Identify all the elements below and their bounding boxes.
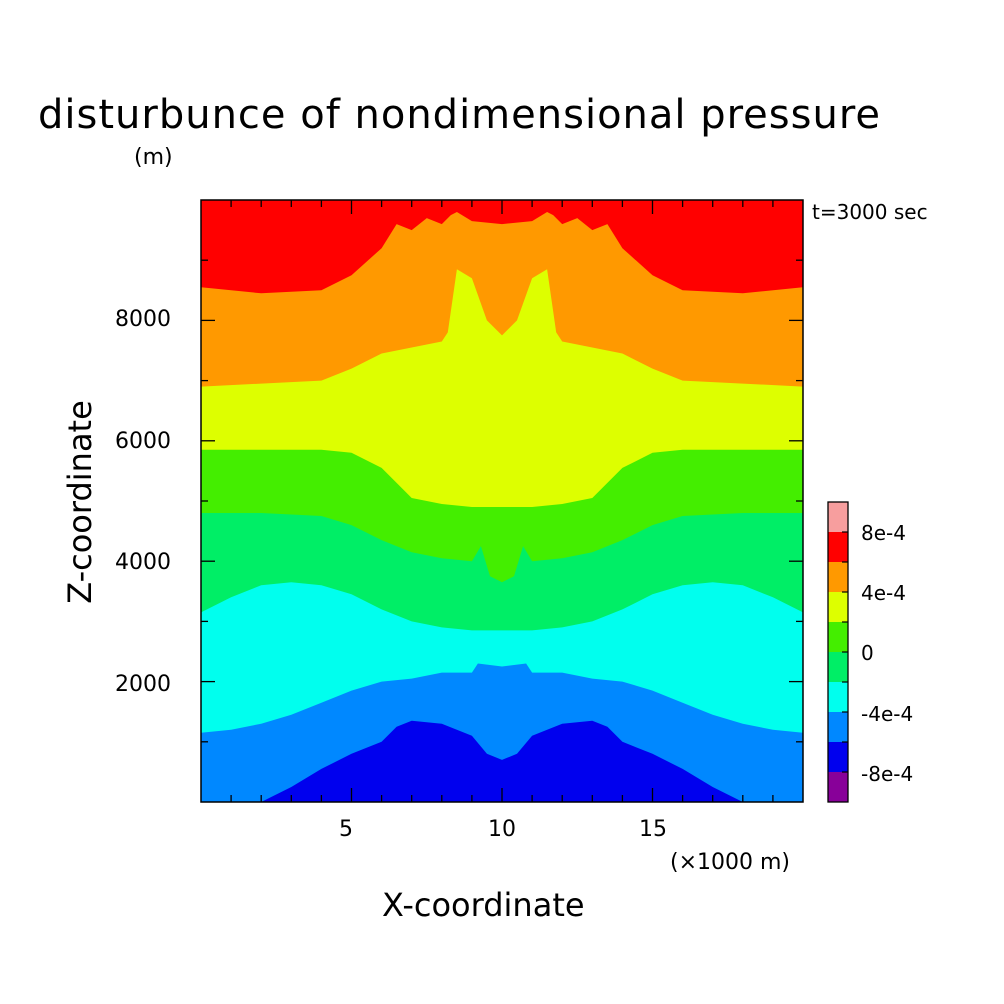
- unit-label: (m): [134, 145, 173, 170]
- colorbar-swatch: [828, 772, 848, 802]
- y-tick-label: 6000: [115, 429, 171, 454]
- colorbar-swatch: [828, 532, 848, 562]
- colorbar-tick-label: 8e-4: [861, 521, 906, 545]
- colorbar-tick-label: -8e-4: [861, 762, 914, 786]
- contour-fills: [201, 200, 803, 802]
- colorbar-swatch: [828, 742, 848, 772]
- colorbar-swatch: [828, 502, 848, 532]
- y-axis-label: Z-coordinate: [61, 400, 99, 604]
- x-tick-label: 5: [339, 817, 353, 842]
- contour-band: [201, 720, 803, 802]
- colorbar-tick-label: 0: [861, 641, 874, 665]
- colorbar-swatch: [828, 682, 848, 712]
- colorbar-tick-label: -4e-4: [861, 702, 914, 726]
- x-tick-label: 15: [639, 817, 667, 842]
- y-tick-label: 8000: [115, 307, 171, 332]
- y-tick-label: 4000: [115, 550, 171, 575]
- colorbar: [827, 501, 849, 803]
- colorbar-swatch: [828, 562, 848, 592]
- y-tick-label: 2000: [115, 672, 171, 697]
- colorbar-swatch: [828, 712, 848, 742]
- chart-title: disturbunce of nondimensional pressure: [38, 92, 881, 138]
- colorbar-swatch: [828, 622, 848, 652]
- x-axis-label: X-coordinate: [382, 886, 585, 924]
- colorbar-swatch: [828, 652, 848, 682]
- time-label: t=3000 sec: [812, 200, 928, 224]
- axis-ticks: [201, 200, 803, 802]
- colorbar-tick-label: 4e-4: [861, 581, 906, 605]
- x-tick-label: 10: [488, 817, 516, 842]
- x-unit-label: (×1000 m): [670, 850, 791, 875]
- colorbar-swatch: [828, 592, 848, 622]
